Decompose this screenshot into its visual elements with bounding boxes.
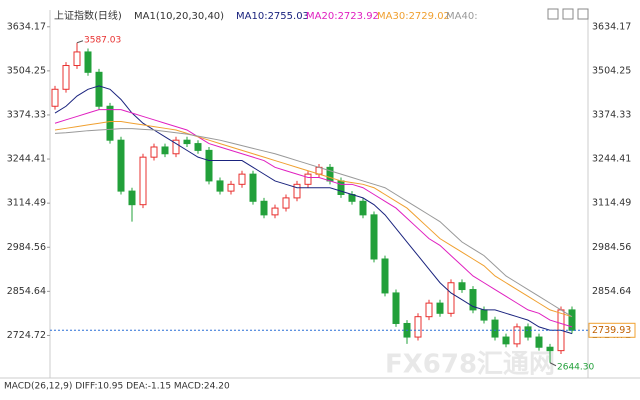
- toolbar: [547, 8, 589, 20]
- tool-icon[interactable]: [547, 8, 559, 20]
- legend-ma40: MA40:: [446, 11, 478, 22]
- y-tick-label-right: 2854.64: [592, 286, 631, 297]
- candle-body: [293, 183, 301, 199]
- candle-body: [524, 326, 532, 338]
- tool-icon[interactable]: [577, 8, 589, 20]
- tool-icon[interactable]: [562, 8, 574, 20]
- y-tick-label: 3114.49: [7, 198, 46, 209]
- candle-body: [139, 156, 147, 206]
- annotation-pointer: [549, 362, 557, 367]
- indicator-label: MA1(10,20,30,40): [134, 11, 224, 22]
- y-tick-label: 3244.41: [7, 154, 46, 165]
- annotation: 3587.03: [84, 35, 121, 45]
- y-tick-label: 3634.17: [7, 21, 46, 32]
- candle-body: [282, 197, 290, 209]
- candle-body: [326, 166, 334, 182]
- y-tick-label-right: 3114.49: [592, 198, 631, 209]
- y-tick-label: 2854.64: [7, 286, 46, 297]
- candle-body: [271, 207, 279, 216]
- candle-body: [469, 289, 477, 311]
- legend-ma10: MA10:2755.03: [236, 11, 309, 22]
- candle-body: [194, 143, 202, 151]
- y-tick-label-right: 2984.56: [592, 242, 631, 253]
- candle-body: [502, 336, 510, 345]
- candle-body: [480, 309, 488, 321]
- candle-body: [260, 200, 268, 216]
- legend: 上证指数(日线) MA1(10,20,30,40) MA10:2755.03 M…: [54, 9, 478, 22]
- candle-body: [425, 302, 433, 318]
- candle-body: [84, 51, 92, 73]
- candle-body: [458, 282, 466, 291]
- candle-body: [370, 214, 378, 260]
- ma-line: [54, 109, 573, 328]
- y-tick-label: 2984.56: [7, 242, 46, 253]
- y-tick-label-right: 3374.33: [592, 109, 631, 120]
- annotation-pointer: [76, 40, 84, 44]
- candle-body: [337, 180, 345, 196]
- candle-body: [359, 200, 367, 216]
- candle-body: [161, 146, 169, 155]
- annotation: 2644.30: [557, 362, 594, 372]
- legend-ma20: MA20:2723.92: [306, 11, 379, 22]
- candle-body: [172, 139, 180, 155]
- candle-body: [513, 326, 521, 345]
- watermark: FX678汇通网: [385, 350, 555, 380]
- candle-body: [414, 316, 422, 338]
- candle-body: [535, 336, 543, 348]
- y-tick-label-right: 3244.41: [592, 154, 631, 165]
- y-tick-label-right: 3504.25: [592, 65, 631, 76]
- candle-body: [95, 71, 103, 107]
- y-tick-label-right: 3634.17: [592, 21, 631, 32]
- ma-line: [54, 85, 573, 335]
- candle-body: [51, 88, 59, 107]
- candle-body: [304, 173, 312, 185]
- legend-ma30: MA30:2729.02: [377, 11, 450, 22]
- macd-label: MACD(26,12,9) DIFF:10.95 DEA:-1.15 MACD:…: [4, 382, 230, 392]
- candle-body: [227, 183, 235, 192]
- candle-body: [150, 146, 158, 158]
- candle-body: [436, 302, 444, 314]
- ma-line: [54, 121, 573, 318]
- title: 上证指数(日线): [54, 9, 122, 22]
- candle-body: [447, 282, 455, 314]
- candle-body: [546, 346, 554, 352]
- ma-line: [54, 128, 573, 318]
- candle-body: [249, 173, 257, 202]
- y-tick-label: 3374.33: [7, 109, 46, 120]
- candle-body: [73, 51, 81, 67]
- last-price-label: 2739.93: [592, 325, 631, 336]
- candle-body: [381, 258, 389, 294]
- candle-body: [491, 319, 499, 338]
- candle-body: [106, 105, 114, 141]
- candle-body: [128, 190, 136, 206]
- candle-body: [392, 292, 400, 324]
- y-tick-label: 3504.25: [7, 65, 46, 76]
- candle-body: [117, 139, 125, 192]
- last-price-box: [588, 322, 636, 338]
- candle-body: [216, 180, 224, 192]
- candle-body: [183, 139, 191, 145]
- candle-body: [62, 65, 70, 90]
- candle-body: [238, 173, 246, 185]
- y-tick-label: 2724.72: [7, 330, 46, 341]
- candle-body: [568, 309, 576, 331]
- candle-body: [205, 149, 213, 182]
